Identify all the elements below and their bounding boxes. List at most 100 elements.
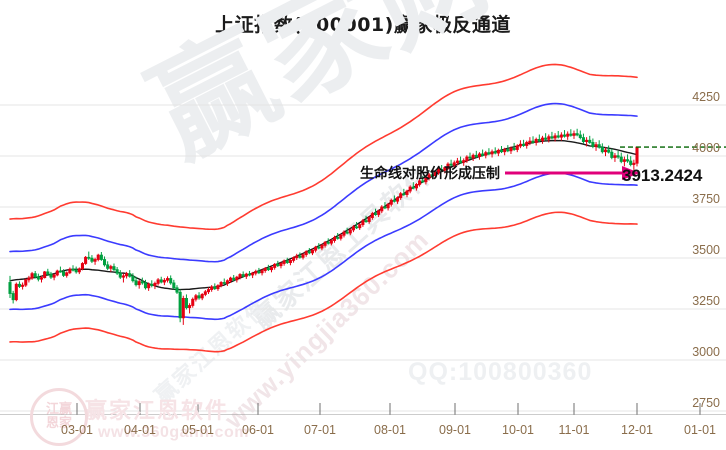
candle-body <box>244 273 248 277</box>
candle-body <box>594 144 598 147</box>
candle-body <box>468 156 472 159</box>
candle-body <box>128 273 132 277</box>
candle-body <box>39 277 44 280</box>
candle-body <box>537 138 541 142</box>
annotation-arrow <box>505 166 640 180</box>
candle-body <box>197 295 201 299</box>
candle-body <box>603 149 608 153</box>
candle-body <box>484 152 488 156</box>
candle-body <box>342 231 346 236</box>
candle-body <box>213 286 217 290</box>
candle-body <box>62 271 66 276</box>
candle-body <box>449 163 453 166</box>
candle-body <box>118 272 122 278</box>
candle-body <box>430 174 434 177</box>
candle-body <box>578 134 582 138</box>
candle-body <box>21 284 25 287</box>
candle-body <box>295 255 299 259</box>
candle-body <box>585 139 589 142</box>
candle-body <box>169 278 173 284</box>
candle-body <box>219 282 223 286</box>
candle-body <box>550 136 554 139</box>
candle-body <box>49 273 53 278</box>
candle-body <box>58 270 62 273</box>
band-outer-upper <box>9 63 638 231</box>
band-inner-lower <box>9 172 638 321</box>
candle-body <box>162 279 166 283</box>
candle-body <box>443 167 447 171</box>
candle-body <box>143 282 148 289</box>
candle-body <box>490 151 494 155</box>
candle-body <box>607 149 611 153</box>
x-axis-ticks <box>0 403 726 415</box>
x-axis-label-12-01: 12-01 <box>621 423 653 437</box>
candle-body <box>452 162 456 166</box>
candle-body <box>276 263 280 267</box>
candlestick-series <box>8 128 639 325</box>
candle-body <box>487 152 491 155</box>
candle-body <box>273 263 277 268</box>
candle-body <box>329 240 333 244</box>
candle-body <box>247 273 251 276</box>
candle-body <box>11 293 15 301</box>
candle-body <box>421 180 425 183</box>
x-axis-label-06-01: 06-01 <box>242 423 274 437</box>
candle-body <box>260 270 264 274</box>
candle-body <box>84 256 88 264</box>
candle-body <box>216 285 220 290</box>
candle-body <box>112 266 116 271</box>
candle-body <box>364 220 368 223</box>
candle-body <box>600 146 604 153</box>
candle-body <box>229 277 233 282</box>
candle-body <box>509 147 513 152</box>
candle-body <box>556 135 560 138</box>
x-axis-label-03-01: 03-01 <box>61 423 93 437</box>
candle-body <box>238 274 242 278</box>
x-axis-label-10-01: 10-01 <box>502 423 534 437</box>
candle-body <box>455 160 459 164</box>
candle-body <box>27 277 31 281</box>
candle-body <box>610 151 614 158</box>
candle-body <box>87 256 91 259</box>
candle-body <box>298 255 302 258</box>
candle-body <box>235 276 239 281</box>
candle-body <box>137 281 141 286</box>
candle-body <box>36 276 40 280</box>
candle-body <box>547 136 551 140</box>
y-axis-label-4250: 4250 <box>692 90 720 104</box>
candle-body <box>540 137 545 142</box>
candle-body <box>427 174 431 179</box>
candle-body <box>515 145 519 150</box>
candle-body <box>380 206 384 212</box>
candle-body <box>175 287 179 293</box>
candle-body <box>506 149 510 152</box>
candle-body <box>225 280 229 284</box>
candle-body <box>474 154 478 157</box>
candle-body <box>241 274 245 277</box>
candle-body <box>210 286 214 290</box>
candle-body <box>632 162 636 165</box>
candle-body <box>77 268 81 273</box>
gridlines <box>0 104 726 412</box>
candle-body <box>140 281 144 284</box>
candle-body <box>405 190 409 195</box>
candle-body <box>348 229 352 234</box>
candle-body <box>358 224 362 229</box>
candle-body <box>102 259 107 266</box>
candle-body <box>622 159 626 162</box>
candle-body <box>121 275 125 278</box>
x-axis-label-04-01: 04-01 <box>124 423 156 437</box>
candle-body <box>389 199 393 205</box>
candle-body <box>531 140 535 143</box>
candle-body <box>619 156 623 162</box>
y-axis-label-3000: 3000 <box>692 345 720 359</box>
candle-body <box>499 150 504 153</box>
candle-body <box>65 272 69 276</box>
candle-body <box>323 241 327 246</box>
candle-body <box>307 251 311 254</box>
candle-body <box>477 153 481 157</box>
candle-body <box>184 297 188 309</box>
candle-body <box>392 199 396 202</box>
candle-body <box>446 163 450 169</box>
